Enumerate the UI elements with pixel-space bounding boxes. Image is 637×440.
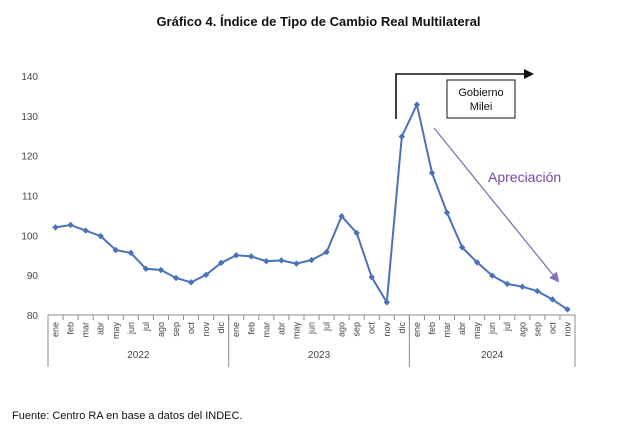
x-tick-label-2: mar — [81, 322, 91, 338]
x-tick-label-7: ago — [156, 322, 166, 337]
x-tick-label-5: jun — [126, 322, 136, 335]
data-point-28 — [473, 259, 481, 266]
x-tick-label-6: jul — [141, 322, 151, 332]
data-point-9 — [187, 279, 195, 286]
x-tick-label-29: jun — [487, 322, 497, 335]
x-tick-label-19: ago — [337, 322, 347, 337]
y-tick-label-90: 90 — [27, 271, 39, 282]
x-tick-label-12: ene — [231, 322, 241, 337]
data-point-30 — [504, 280, 511, 288]
x-tick-label-28: may — [472, 322, 482, 340]
data-point-22 — [383, 299, 390, 306]
data-point-13 — [248, 253, 255, 260]
x-tick-label-26: mar — [442, 322, 452, 338]
data-point-34 — [564, 306, 571, 313]
data-point-17 — [308, 256, 315, 264]
x-tick-label-4: may — [111, 322, 121, 340]
gobierno-label-line1: Gobierno — [458, 87, 503, 99]
x-tick-label-16: may — [291, 322, 301, 340]
data-point-2 — [82, 227, 89, 234]
data-point-4 — [112, 246, 119, 254]
data-point-27 — [458, 244, 466, 251]
series-line — [55, 101, 569, 311]
y-tick-label-120: 120 — [21, 152, 38, 163]
data-point-23 — [398, 133, 406, 140]
gobierno-label-line2: Milei — [470, 101, 493, 113]
data-point-24 — [413, 101, 421, 108]
x-tick-label-22: nov — [382, 322, 392, 337]
x-tick-label-13: feb — [246, 322, 256, 335]
source-note: Fuente: Centro RA en base a datos del IN… — [12, 410, 243, 422]
x-tick-label-9: oct — [186, 322, 196, 335]
chart-title: Gráfico 4. Índice de Tipo de Cambio Real… — [156, 14, 481, 29]
data-point-19 — [338, 213, 345, 220]
x-tick-label-27: abr — [457, 322, 467, 335]
y-tick-label-80: 80 — [27, 311, 39, 322]
y-tick-label-110: 110 — [22, 192, 38, 203]
gobierno-milei-arrow — [395, 69, 534, 119]
data-point-6 — [142, 265, 150, 272]
year-label-2023: 2023 — [308, 350, 331, 361]
data-point-5 — [127, 249, 135, 257]
x-tick-label-11: dic — [216, 322, 226, 334]
x-tick-label-34: nov — [562, 322, 572, 337]
series-points — [52, 101, 571, 313]
x-tick-label-21: oct — [367, 322, 377, 335]
data-point-16 — [293, 260, 300, 267]
x-tick-label-23: dic — [397, 322, 407, 334]
data-point-31 — [519, 283, 526, 290]
data-point-8 — [172, 274, 180, 282]
y-axis: 80 90 100 110 120 130 140 — [21, 72, 38, 322]
data-point-3 — [97, 232, 104, 240]
x-tick-label-20: sep — [352, 322, 362, 337]
year-label-2024: 2024 — [481, 350, 504, 361]
y-tick-label-140: 140 — [21, 72, 38, 83]
x-tick-label-8: sep — [171, 322, 181, 337]
data-point-15 — [278, 257, 285, 264]
data-point-20 — [353, 229, 360, 237]
x-tick-label-10: nov — [201, 322, 211, 337]
x-tick-label-33: oct — [547, 322, 557, 335]
data-point-1 — [67, 221, 74, 229]
x-tick-label-25: feb — [427, 322, 437, 335]
data-point-21 — [368, 273, 375, 281]
x-tick-label-14: mar — [261, 322, 271, 338]
x-tick-label-18: jul — [322, 322, 332, 332]
x-axis: ene feb mar abr may jun jul ago sep oct nov dic ene f… — [47, 314, 576, 367]
x-tick-label-32: sep — [532, 322, 542, 337]
x-tick-label-15: abr — [276, 322, 286, 335]
apreciacion-label: Apreciación — [488, 169, 561, 185]
x-tick-label-31: ago — [517, 322, 527, 337]
x-tick-label-30: jul — [502, 322, 512, 332]
data-point-26 — [443, 209, 451, 216]
data-point-0 — [52, 224, 59, 231]
data-point-18 — [323, 248, 330, 256]
x-tick-label-0: ene — [51, 322, 61, 337]
data-point-25 — [428, 169, 436, 176]
x-tick-label-3: abr — [96, 322, 106, 335]
data-point-7 — [157, 266, 165, 274]
data-point-14 — [263, 258, 270, 265]
y-tick-label-100: 100 — [21, 231, 38, 242]
apreciacion-arrow — [433, 127, 560, 283]
year-label-2022: 2022 — [127, 350, 150, 361]
data-point-10 — [202, 271, 210, 278]
data-point-11 — [217, 259, 225, 267]
gobierno-milei-box — [446, 79, 516, 119]
x-tick-label-1: feb — [66, 322, 76, 335]
x-tick-label-17: jun — [307, 322, 317, 335]
data-point-33 — [549, 296, 556, 303]
data-point-29 — [488, 272, 496, 279]
y-tick-label-130: 130 — [21, 112, 38, 123]
x-tick-label-24: ene — [412, 322, 422, 337]
data-point-12 — [233, 252, 240, 259]
data-point-32 — [534, 287, 541, 295]
